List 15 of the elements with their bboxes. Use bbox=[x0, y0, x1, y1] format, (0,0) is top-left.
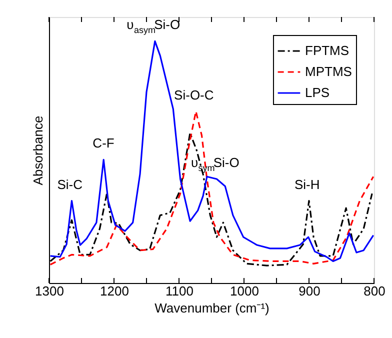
x-tick-label: 800 bbox=[364, 284, 386, 298]
legend-label: FPTMS bbox=[305, 43, 350, 58]
x-tick-label: 1200 bbox=[100, 284, 129, 298]
legend-label: MPTMS bbox=[305, 64, 352, 79]
annotation: Si-C bbox=[57, 176, 82, 192]
x-axis-title: Wavenumber (cm⁻¹) bbox=[154, 300, 270, 316]
x-tick-label: 1000 bbox=[230, 284, 259, 298]
annotation: C-F bbox=[92, 136, 114, 151]
annotation: Si-O-C bbox=[174, 87, 214, 102]
x-tick-label: 1300 bbox=[35, 284, 64, 298]
x-tick-label: 1100 bbox=[166, 284, 194, 298]
annotation: Si-H bbox=[294, 176, 320, 192]
x-tick-label: 900 bbox=[298, 284, 320, 298]
legend-label: LPS bbox=[305, 85, 330, 100]
y-axis-title: Absorbance bbox=[30, 116, 46, 186]
